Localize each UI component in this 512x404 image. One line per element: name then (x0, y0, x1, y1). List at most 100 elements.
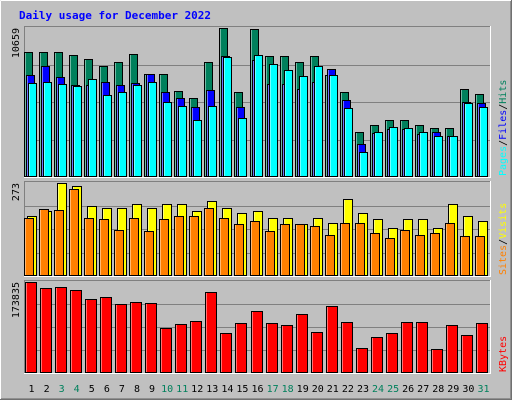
day-label-22: 22 (342, 384, 354, 395)
bar-pages-day-24 (374, 132, 383, 177)
bar-kbytes-day-21 (326, 306, 338, 373)
bar-sites-day-4 (69, 189, 79, 276)
day-label-28: 28 (432, 384, 444, 395)
bar-kbytes-day-15 (235, 323, 247, 373)
day-label-15: 15 (236, 384, 248, 395)
bar-kbytes-day-4 (70, 290, 82, 373)
bar-kbytes-day-26 (401, 322, 413, 373)
bar-sites-day-27 (415, 235, 425, 276)
bar-kbytes-day-29 (446, 325, 458, 373)
bar-kbytes-day-3 (55, 287, 67, 373)
day-label-20: 20 (312, 384, 324, 395)
bar-sites-day-2 (39, 209, 49, 276)
bar-sites-day-17 (265, 231, 275, 276)
day-label-10: 10 (161, 384, 173, 395)
axis-label-part: Files (498, 110, 509, 140)
bar-kbytes-day-10 (160, 328, 172, 373)
bar-pages-day-18 (284, 70, 293, 177)
bar-kbytes-day-30 (461, 335, 473, 373)
bar-kbytes-day-2 (40, 288, 52, 373)
bar-pages-day-10 (163, 102, 172, 177)
axis-label-part: / (498, 239, 509, 245)
bar-sites-day-20 (310, 226, 320, 276)
bar-pages-day-8 (133, 85, 142, 177)
bar-sites-day-5 (84, 218, 94, 276)
axis-label-part: Pages (498, 146, 509, 176)
day-label-3: 3 (59, 384, 65, 395)
day-label-6: 6 (104, 384, 110, 395)
bar-sites-day-7 (114, 230, 124, 276)
bar-kbytes-day-23 (356, 348, 368, 373)
bar-pages-day-2 (43, 82, 52, 177)
bar-kbytes-day-7 (115, 304, 127, 373)
bar-pages-day-3 (58, 84, 67, 177)
y-max-label: 273 (11, 183, 22, 201)
bar-sites-day-10 (159, 219, 169, 276)
day-label-26: 26 (402, 384, 414, 395)
bar-pages-day-28 (434, 136, 443, 177)
bar-pages-day-1 (28, 83, 37, 177)
bar-sites-day-30 (460, 236, 470, 276)
series-axis-label: KBytes (498, 336, 509, 372)
bar-sites-day-9 (144, 231, 154, 276)
day-label-31: 31 (477, 384, 489, 395)
bar-sites-day-15 (234, 224, 244, 276)
bar-pages-day-11 (178, 106, 187, 177)
day-label-13: 13 (206, 384, 218, 395)
x-axis-day-labels: 1 2 3 4 5 6 7 8 9 10 11 12 13 14 15 16 17 18 19 20 21 22 23 24 2… (28, 384, 489, 395)
bar-pages-day-14 (223, 57, 232, 177)
bar-pages-day-4 (73, 86, 82, 177)
day-label-5: 5 (89, 384, 95, 395)
bar-pages-day-20 (314, 66, 323, 177)
bar-pages-day-30 (464, 103, 473, 177)
bar-kbytes-day-13 (205, 292, 217, 373)
bar-sites-day-22 (340, 223, 350, 276)
axis-label-part: Visits (498, 203, 509, 239)
bar-pages-day-23 (359, 152, 368, 177)
bar-sites-day-19 (295, 224, 305, 276)
bar-kbytes-day-18 (281, 325, 293, 373)
bar-pages-day-29 (449, 136, 458, 177)
bar-pages-day-6 (103, 95, 112, 177)
bar-kbytes-day-20 (311, 332, 323, 373)
bar-kbytes-day-27 (416, 322, 428, 373)
day-label-4: 4 (74, 384, 80, 395)
day-label-14: 14 (221, 384, 233, 395)
y-max-label: 10659 (11, 28, 22, 58)
axis-label-part: / (498, 104, 509, 110)
bar-pages-day-31 (479, 107, 488, 177)
bar-pages-day-16 (254, 55, 263, 177)
bar-pages-day-25 (389, 127, 398, 177)
bar-kbytes-day-24 (371, 337, 383, 373)
day-label-27: 27 (417, 384, 429, 395)
bar-sites-day-26 (400, 230, 410, 276)
day-label-18: 18 (282, 384, 294, 395)
bar-sites-day-23 (355, 223, 365, 276)
bar-sites-day-24 (370, 233, 380, 276)
bar-kbytes-day-31 (476, 323, 488, 373)
bar-kbytes-day-28 (431, 349, 443, 373)
bar-pages-day-27 (419, 132, 428, 177)
bar-sites-day-29 (445, 223, 455, 276)
day-label-11: 11 (176, 384, 188, 395)
day-label-1: 1 (28, 384, 34, 395)
bar-kbytes-day-22 (341, 322, 353, 373)
bar-pages-day-26 (404, 128, 413, 177)
bar-kbytes-day-16 (251, 311, 263, 373)
day-label-2: 2 (44, 384, 50, 395)
bar-sites-day-1 (24, 218, 34, 276)
day-label-30: 30 (462, 384, 474, 395)
bar-pages-day-13 (208, 106, 217, 177)
day-label-12: 12 (191, 384, 203, 395)
bar-sites-day-16 (250, 221, 260, 276)
bar-pages-day-19 (299, 76, 308, 177)
day-label-29: 29 (447, 384, 459, 395)
bar-sites-day-6 (99, 219, 109, 276)
bar-pages-day-7 (118, 92, 127, 177)
bar-pages-day-21 (329, 75, 338, 177)
axis-label-part: Hits (498, 80, 509, 104)
bar-kbytes-day-25 (386, 333, 398, 373)
bar-kbytes-day-8 (130, 302, 142, 373)
